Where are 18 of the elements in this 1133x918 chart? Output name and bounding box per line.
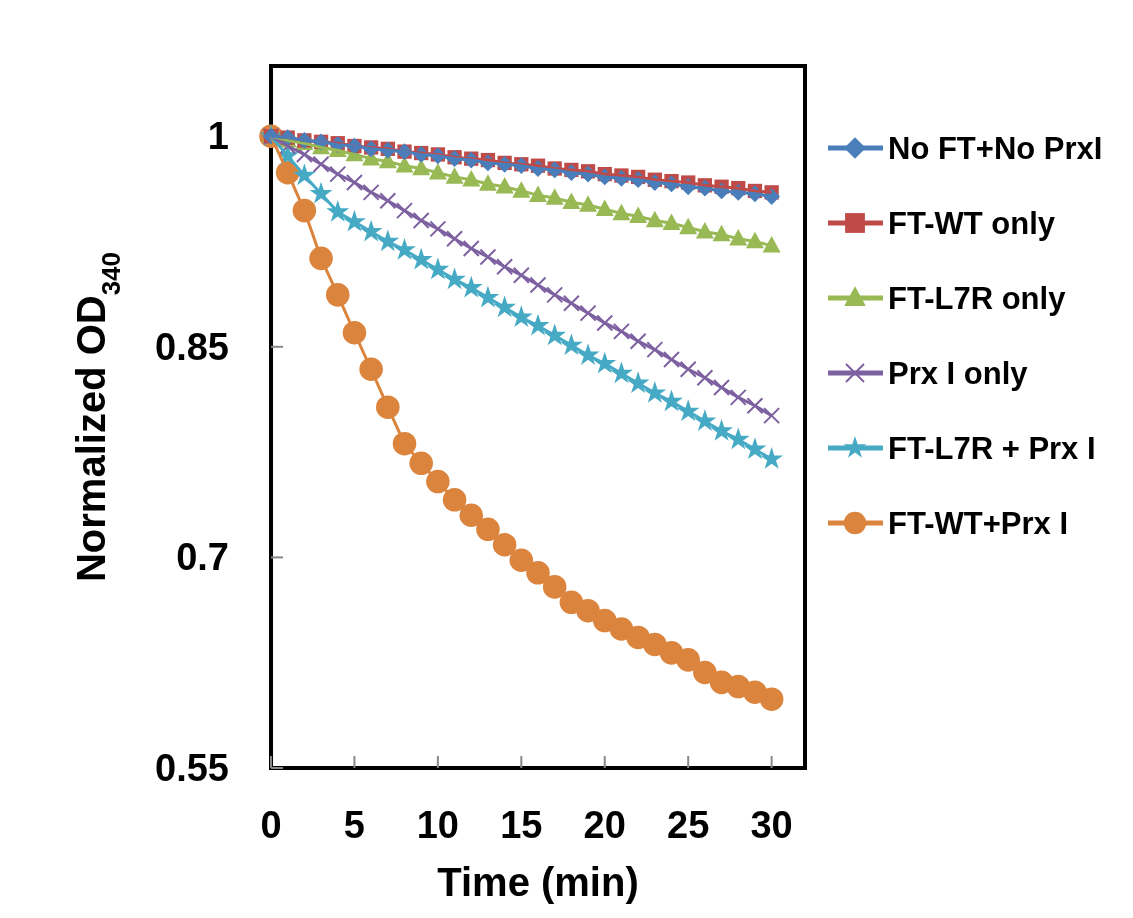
x-axis-title: Time (min) [437, 860, 639, 904]
legend-label: FT-L7R + Prx I [888, 431, 1096, 466]
x-tick-label: 20 [583, 804, 626, 846]
legend-label: FT-WT only [888, 206, 1056, 241]
x-tick-label: 15 [500, 804, 543, 846]
x-tick-label: 25 [667, 804, 710, 846]
legend-label: No FT+No PrxI [888, 131, 1103, 166]
y-tick-label: 0.7 [176, 536, 229, 579]
y-tick-label: 1 [207, 115, 229, 158]
legend-label: FT-L7R only [888, 281, 1067, 316]
x-tick-label: 0 [260, 804, 282, 846]
legend-label: Prx I only [888, 356, 1029, 391]
y-tick-label: 0.55 [155, 747, 229, 789]
x-tick-label: 30 [750, 804, 793, 846]
x-tick-label: 10 [416, 804, 460, 846]
y-tick-label: 0.85 [155, 325, 229, 368]
legend-label: FT-WT+Prx I [888, 506, 1068, 541]
x-tick-label: 5 [343, 804, 366, 846]
